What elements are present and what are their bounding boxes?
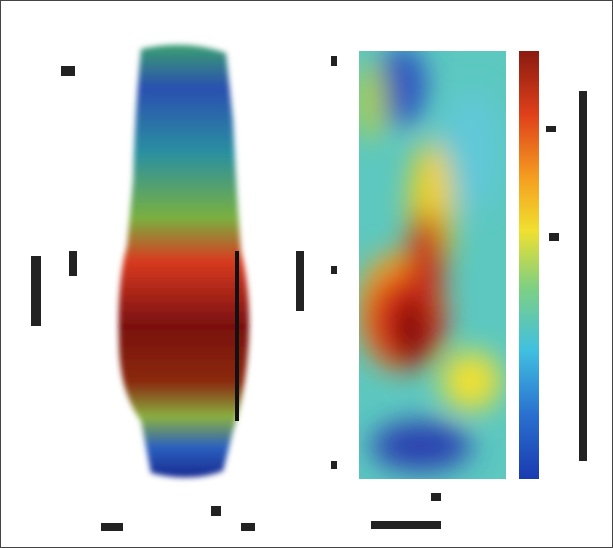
surface-shape bbox=[119, 45, 249, 478]
figure-frame bbox=[0, 0, 613, 548]
heatmap bbox=[356, 46, 506, 479]
figure bbox=[1, 1, 612, 547]
colorbar bbox=[519, 51, 539, 479]
